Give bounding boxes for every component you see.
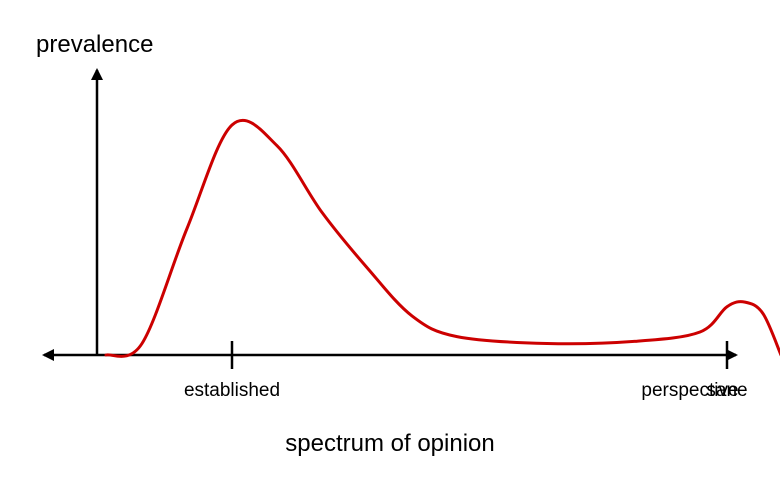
series-line-0	[104, 118, 780, 358]
series-layer	[104, 118, 780, 358]
y-axis-label: prevalence	[36, 31, 153, 58]
tick-layer: established sane	[184, 341, 748, 401]
x-tick-label-1: sane	[706, 380, 747, 401]
x-tick-label-0: established	[184, 380, 280, 401]
axis-annotation: perspective	[641, 380, 738, 401]
x-axis-label: spectrum of opinion	[285, 430, 494, 457]
